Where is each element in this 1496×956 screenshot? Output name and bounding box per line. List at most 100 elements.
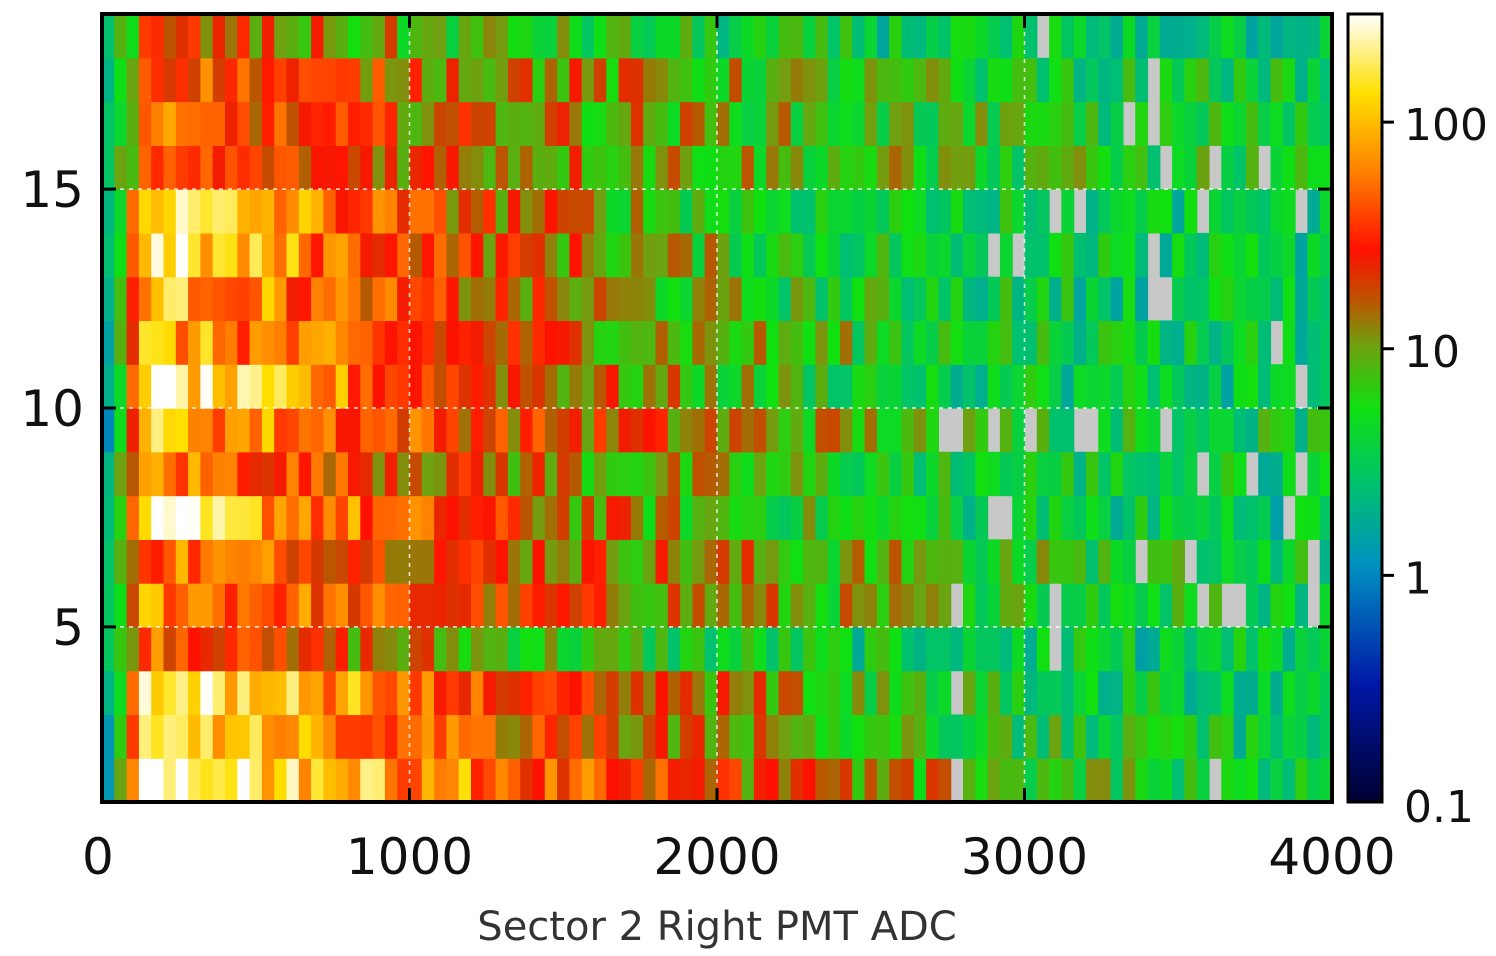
heatmap-cell	[212, 364, 226, 409]
colorbar-tick-label: 0.1	[1404, 782, 1474, 833]
heatmap-cell	[458, 189, 472, 234]
heatmap-cell	[225, 57, 238, 103]
heatmap-cell	[1135, 276, 1149, 322]
heatmap-cell	[126, 276, 140, 322]
heatmap-cell	[212, 714, 226, 759]
heatmap-cell	[274, 670, 288, 716]
heatmap-cell	[212, 145, 226, 190]
heatmap-cell	[655, 14, 669, 59]
heatmap-cell	[815, 101, 829, 146]
heatmap-cell	[138, 14, 152, 59]
heatmap-cell	[889, 14, 903, 59]
heatmap-cell	[163, 189, 177, 234]
heatmap-cell	[618, 583, 632, 628]
heatmap-cell	[1172, 670, 1185, 716]
heatmap-cell	[790, 408, 804, 453]
heatmap-cell	[1086, 495, 1099, 540]
heatmap-cell	[618, 189, 632, 234]
heatmap-cell	[421, 276, 435, 322]
heatmap-cell	[840, 320, 853, 365]
heatmap-cell	[212, 583, 226, 628]
heatmap-cell	[360, 670, 374, 716]
heatmap-cell	[1098, 364, 1112, 409]
heatmap-cell	[1024, 364, 1038, 409]
heatmap-cell	[212, 232, 226, 278]
heatmap-cell	[237, 539, 251, 584]
heatmap-cell	[1122, 276, 1136, 322]
heatmap-cell	[397, 276, 411, 322]
heatmap-cell	[999, 57, 1013, 103]
heatmap-cell	[790, 758, 804, 802]
heatmap-cell	[1159, 451, 1173, 497]
heatmap-cell	[926, 364, 939, 409]
heatmap-cell	[729, 583, 743, 628]
heatmap-cell	[704, 626, 718, 672]
heatmap-cell	[458, 101, 472, 146]
heatmap-cell	[1135, 670, 1149, 716]
heatmap-cell	[827, 232, 841, 278]
heatmap-cell	[557, 14, 570, 59]
heatmap-cell	[360, 189, 374, 234]
heatmap-cell	[876, 145, 890, 190]
heatmap-cell	[1282, 714, 1296, 759]
heatmap-cell	[323, 408, 337, 453]
heatmap-cell	[1270, 276, 1284, 322]
heatmap-cell	[372, 101, 386, 146]
heatmap-cell	[1159, 57, 1173, 103]
heatmap-cell	[1172, 320, 1185, 365]
heatmap-cell	[926, 57, 939, 103]
heatmap-cell	[913, 189, 927, 234]
heatmap-cell	[901, 276, 915, 322]
heatmap-cell	[360, 451, 374, 497]
heatmap-cell	[544, 758, 558, 802]
heatmap-cell	[495, 583, 509, 628]
heatmap-cell	[729, 232, 743, 278]
heatmap-cell	[938, 714, 952, 759]
heatmap-cell	[913, 495, 927, 540]
heatmap-cell	[1036, 714, 1050, 759]
heatmap-cell	[1209, 320, 1222, 365]
heatmap-cell	[1233, 451, 1247, 497]
heatmap-cell	[1221, 626, 1235, 672]
heatmap-cell	[138, 758, 152, 802]
heatmap-cell	[1024, 189, 1038, 234]
heatmap-cell	[249, 57, 263, 103]
heatmap-cell	[409, 145, 423, 190]
heatmap-cell	[557, 276, 570, 322]
heatmap-cell	[1221, 14, 1235, 59]
heatmap-cell	[1036, 232, 1050, 278]
heatmap-cell	[926, 189, 939, 234]
heatmap-cell	[1110, 714, 1124, 759]
heatmap-cell	[311, 57, 324, 103]
heatmap-cell	[532, 539, 546, 584]
heatmap-cell	[1098, 451, 1112, 497]
heatmap-cell	[901, 232, 915, 278]
heatmap-cell	[163, 451, 177, 497]
heatmap-cell	[409, 539, 423, 584]
heatmap-cell	[876, 189, 890, 234]
heatmap-cell	[126, 408, 140, 453]
heatmap-cell	[446, 670, 460, 716]
heatmap-cell	[274, 14, 288, 59]
heatmap-cell	[1110, 232, 1124, 278]
heatmap-cell	[1147, 408, 1161, 453]
heatmap-cell	[618, 670, 632, 716]
heatmap-cell	[458, 364, 472, 409]
heatmap-cell	[975, 14, 989, 59]
heatmap-cell	[261, 408, 275, 453]
heatmap-cell	[1295, 276, 1308, 322]
heatmap-cell	[618, 451, 632, 497]
heatmap-cell	[852, 408, 866, 453]
heatmap-cell	[458, 670, 472, 716]
heatmap-cell	[987, 539, 1001, 584]
heatmap-cell	[200, 451, 214, 497]
heatmap-cell	[594, 539, 607, 584]
heatmap-cell	[630, 232, 644, 278]
heatmap-cell	[323, 583, 337, 628]
heatmap-cell	[1172, 101, 1185, 146]
heatmap-cell	[729, 670, 743, 716]
heatmap-cell	[741, 408, 755, 453]
heatmap-cell	[680, 364, 693, 409]
heatmap-cell	[1245, 57, 1259, 103]
heatmap-cell	[643, 495, 657, 540]
